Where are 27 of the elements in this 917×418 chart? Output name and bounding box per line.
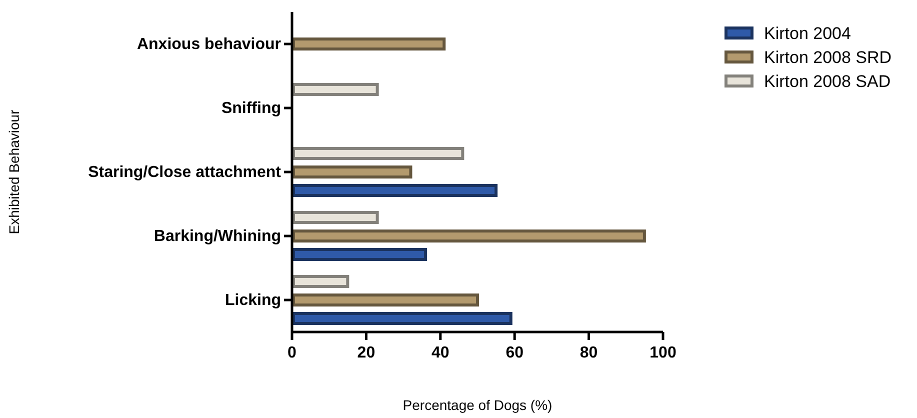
x-tick-label: 80	[580, 344, 598, 362]
x-tick-label: 20	[357, 344, 376, 362]
x-tick-label: 0	[288, 344, 297, 362]
x-axis-title: Percentage of Dogs (%)	[402, 397, 552, 413]
y-tick-label: Barking/Whining	[154, 228, 281, 246]
bar	[292, 38, 446, 50]
x-tick-label: 40	[432, 344, 450, 362]
legend-label: Kirton 2004	[764, 24, 851, 43]
bar	[292, 294, 479, 306]
bar	[292, 83, 379, 96]
bar	[292, 147, 464, 160]
bar	[292, 230, 646, 242]
bar	[292, 312, 512, 325]
bar	[292, 184, 498, 197]
bar	[292, 166, 412, 178]
bar	[292, 248, 428, 261]
y-tick-label: Staring/Close attachment	[88, 164, 282, 182]
y-axis-title: Exhibited Behaviour	[6, 109, 22, 234]
legend-label: Kirton 2008 SRD	[764, 48, 892, 67]
y-tick-label: Sniffing	[221, 100, 281, 118]
bar	[292, 275, 350, 288]
y-tick-label: Licking	[224, 292, 281, 310]
bar	[292, 211, 379, 224]
y-tick-label: Anxious behaviour	[136, 36, 281, 54]
x-tick-label: 60	[506, 344, 524, 362]
x-tick-label: 100	[650, 344, 676, 362]
legend-label: Kirton 2008 SAD	[764, 72, 891, 91]
